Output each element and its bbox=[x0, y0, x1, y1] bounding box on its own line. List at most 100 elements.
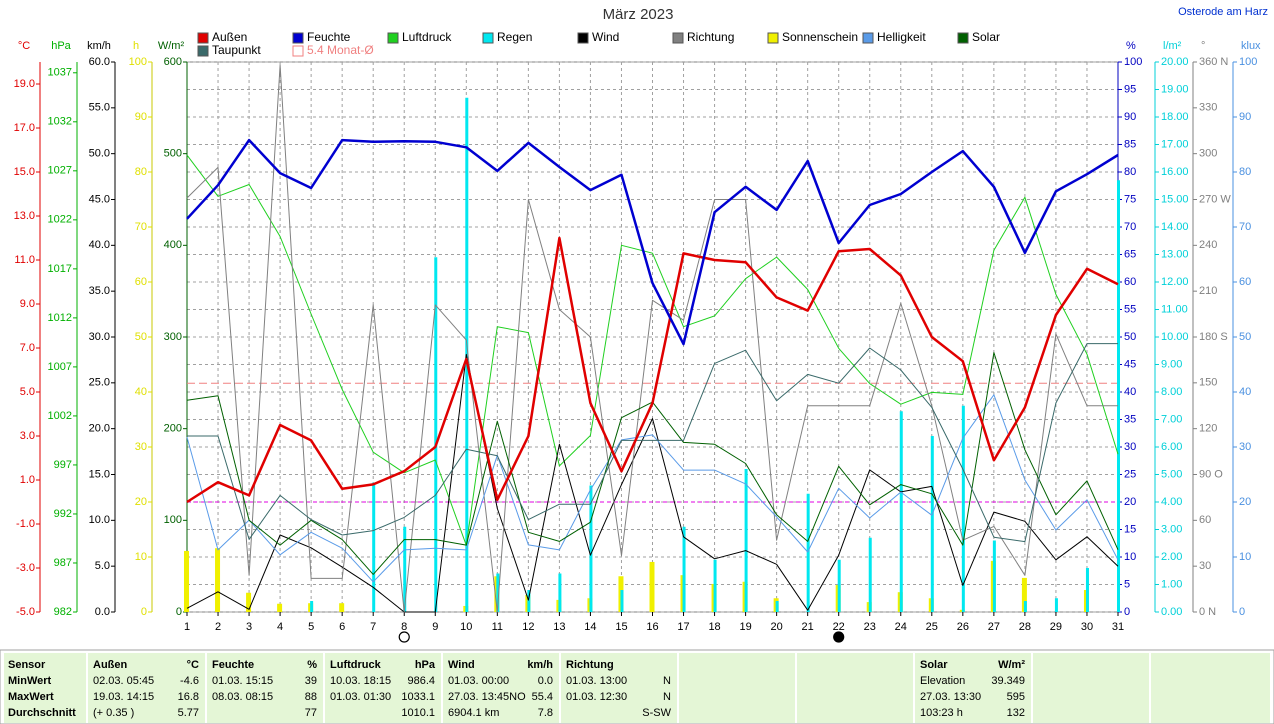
y-tick-label: 11.00 bbox=[1161, 303, 1188, 315]
series-line bbox=[186, 64, 1118, 613]
location: Osterode am Harz bbox=[1178, 6, 1268, 18]
chart-title: März 2023 bbox=[603, 6, 674, 23]
table-cell bbox=[679, 653, 795, 723]
x-tick-label: 4 bbox=[277, 621, 283, 633]
y-tick-label: 240 bbox=[1199, 239, 1217, 251]
bar bbox=[1085, 568, 1089, 612]
y-tick-label: 15 bbox=[1124, 523, 1136, 535]
table-value: 7.8 bbox=[538, 707, 553, 719]
y-tick-label: 0 bbox=[1124, 606, 1130, 618]
y-tick-label: 30 bbox=[1124, 441, 1136, 453]
table-header: Feuchte bbox=[212, 659, 254, 671]
y-tick-label: 35 bbox=[1124, 413, 1136, 425]
legend-label: Helligkeit bbox=[877, 30, 926, 44]
x-tick-label: 10 bbox=[460, 621, 472, 633]
table-header: Richtung bbox=[566, 659, 614, 671]
y-tick-label: 15.0 bbox=[89, 468, 110, 480]
y-tick-label: 400 bbox=[164, 239, 182, 251]
y-tick-label: 100 bbox=[1239, 56, 1257, 68]
y-tick-label: 300 bbox=[164, 331, 182, 343]
y-tick-label: 5.0 bbox=[20, 386, 35, 398]
legend-swatch bbox=[292, 45, 304, 57]
table-cell bbox=[325, 653, 441, 723]
x-tick-label: 9 bbox=[432, 621, 438, 633]
axis-title: h bbox=[133, 40, 139, 52]
bar bbox=[246, 592, 252, 612]
table-header: Sensor bbox=[8, 659, 46, 671]
y-tick-label: 40.0 bbox=[89, 239, 110, 251]
legend-swatch bbox=[387, 32, 399, 44]
y-tick-label: 50 bbox=[135, 331, 147, 343]
x-tick-label: 19 bbox=[739, 621, 751, 633]
x-tick-label: 25 bbox=[926, 621, 938, 633]
bar bbox=[372, 482, 376, 612]
y-tick-label: 330 bbox=[1199, 102, 1217, 114]
y-tick-label: 30.0 bbox=[89, 331, 110, 343]
y-tick-label: 70 bbox=[1239, 221, 1251, 233]
y-tick-label: 70 bbox=[1124, 221, 1136, 233]
bar bbox=[1021, 577, 1027, 612]
y-tick-label: 9.00 bbox=[1161, 358, 1182, 370]
y-tick-label: 1.00 bbox=[1161, 578, 1182, 590]
table-value: 27.03. 13:30 bbox=[920, 691, 981, 703]
y-tick-label: 150 bbox=[1199, 377, 1217, 389]
y-tick-label: 20 bbox=[135, 496, 147, 508]
y-tick-label: 75 bbox=[1124, 193, 1136, 205]
y-tick-label: 1032 bbox=[48, 116, 72, 128]
legend-swatch bbox=[957, 32, 969, 44]
bar bbox=[992, 540, 996, 612]
y-tick-label: 65 bbox=[1124, 248, 1136, 260]
table-value: 02.03. 05:45 bbox=[93, 675, 154, 687]
y-tick-label: 10.00 bbox=[1161, 331, 1189, 343]
axis-title: km/h bbox=[87, 40, 111, 52]
table-cell bbox=[915, 653, 1031, 723]
y-tick-label: 70 bbox=[135, 221, 147, 233]
x-tick-label: 12 bbox=[522, 621, 534, 633]
axis-title: klux bbox=[1241, 40, 1261, 52]
bar bbox=[868, 537, 872, 612]
table-unit: W/m² bbox=[998, 659, 1025, 671]
legend-swatch bbox=[197, 45, 209, 57]
x-tick-label: 3 bbox=[246, 621, 252, 633]
legend-swatch bbox=[767, 32, 779, 44]
y-tick-label: 60 bbox=[135, 276, 147, 288]
bar bbox=[620, 590, 624, 612]
table-value: 1033.1 bbox=[401, 691, 435, 703]
y-tick-label: 19.0 bbox=[14, 78, 35, 90]
y-tick-label: 18.00 bbox=[1161, 111, 1189, 123]
x-tick-label: 6 bbox=[339, 621, 345, 633]
y-tick-label: 5.00 bbox=[1161, 468, 1182, 480]
table-value: 01.03. 12:30 bbox=[566, 691, 627, 703]
table-cell bbox=[443, 653, 559, 723]
x-tick-label: 16 bbox=[646, 621, 658, 633]
y-tick-label: 50 bbox=[1239, 331, 1251, 343]
series-line bbox=[187, 343, 1118, 543]
axis-title: hPa bbox=[51, 40, 71, 52]
x-tick-label: 2 bbox=[215, 621, 221, 633]
legend-label: Taupunkt bbox=[212, 43, 261, 57]
x-tick-label: 28 bbox=[1019, 621, 1031, 633]
table-header: Außen bbox=[93, 659, 128, 671]
table-value: 19.03. 14:15 bbox=[93, 691, 154, 703]
moon-phase bbox=[833, 631, 845, 643]
y-tick-label: 500 bbox=[164, 148, 182, 160]
x-tick-label: 31 bbox=[1112, 621, 1124, 633]
y-tick-label: 1002 bbox=[48, 410, 72, 422]
y-tick-label: 20 bbox=[1239, 496, 1251, 508]
y-tick-label: 982 bbox=[54, 606, 72, 618]
y-tick-label: 15.00 bbox=[1161, 193, 1189, 205]
y-tick-label: 20.00 bbox=[1161, 56, 1189, 68]
y-tick-label: 50.0 bbox=[89, 148, 110, 160]
y-tick-label: 10.0 bbox=[89, 514, 110, 526]
x-tick-label: 14 bbox=[584, 621, 596, 633]
axis-title: W/m² bbox=[158, 40, 185, 52]
y-tick-label: 85 bbox=[1124, 138, 1136, 150]
y-tick-label: 100 bbox=[1124, 56, 1142, 68]
bar bbox=[930, 436, 934, 612]
y-tick-label: 300 bbox=[1199, 148, 1217, 160]
y-tick-label: 0 bbox=[176, 606, 182, 618]
y-tick-label: -3.0 bbox=[16, 562, 35, 574]
table-value: 10.03. 18:15 bbox=[330, 675, 391, 687]
table-value: 88 bbox=[305, 691, 317, 703]
y-tick-label: 1022 bbox=[48, 214, 72, 226]
